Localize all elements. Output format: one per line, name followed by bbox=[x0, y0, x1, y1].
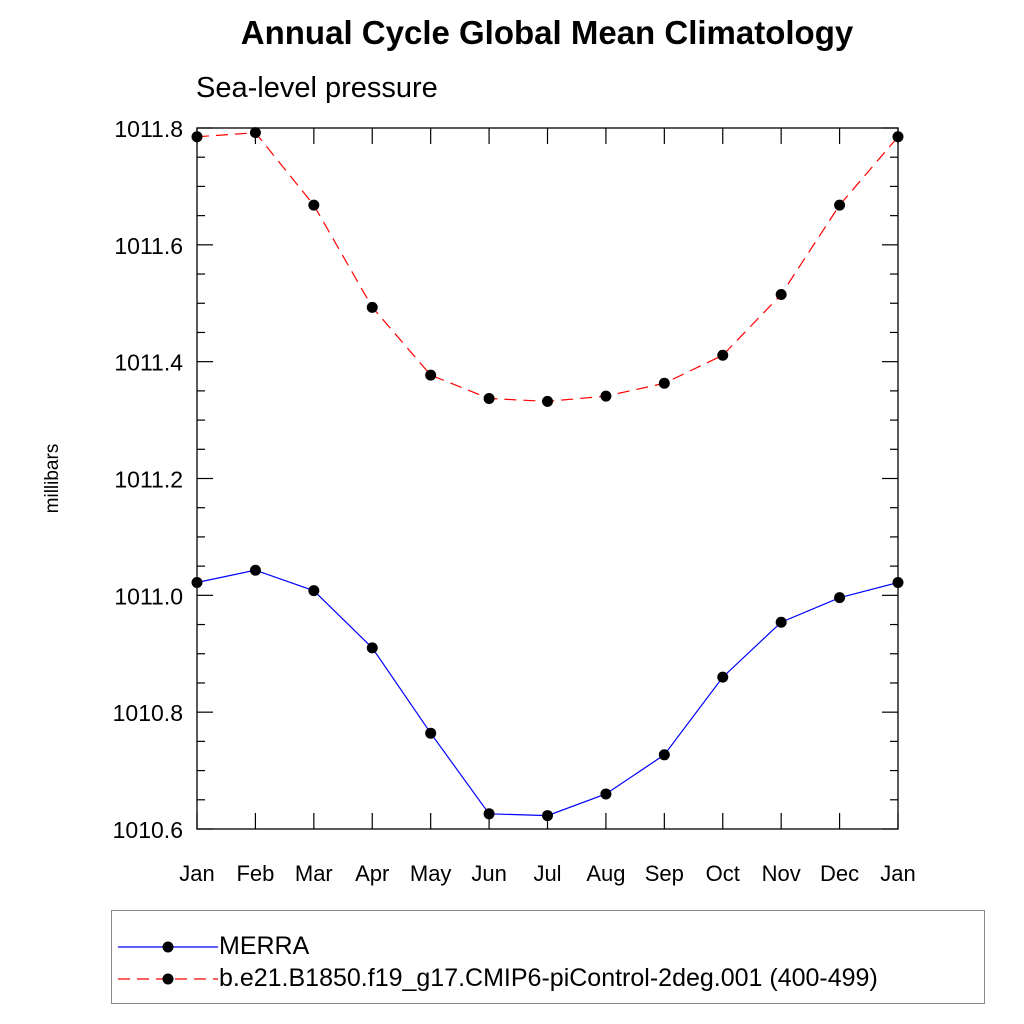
x-tick-label: Apr bbox=[355, 861, 389, 886]
data-point-model bbox=[600, 390, 612, 402]
x-tick-label: Sep bbox=[645, 861, 684, 886]
x-tick-label: Jan bbox=[880, 861, 915, 886]
y-tick-label: 1011.8 bbox=[114, 116, 183, 142]
chart-title: Annual Cycle Global Mean Climatology bbox=[240, 14, 854, 51]
legend-item-model: b.e21.B1850.f19_g17.CMIP6-piControl-2deg… bbox=[112, 959, 984, 999]
data-point-model bbox=[366, 301, 378, 313]
x-tick-label: Feb bbox=[236, 861, 274, 886]
x-tick-label: Oct bbox=[706, 861, 740, 886]
data-point-merra bbox=[483, 808, 495, 820]
data-point-merra bbox=[834, 592, 846, 604]
data-point-merra bbox=[249, 564, 261, 576]
data-point-merra bbox=[366, 642, 378, 654]
legend-swatch-merra bbox=[118, 941, 218, 953]
data-point-merra bbox=[717, 671, 729, 683]
data-point-model bbox=[717, 349, 729, 361]
y-axis-label: millibars bbox=[42, 444, 63, 514]
data-point-model bbox=[308, 199, 320, 211]
y-tick-label: 1011.4 bbox=[114, 350, 183, 376]
data-point-merra bbox=[658, 749, 670, 761]
plot-frame bbox=[196, 127, 899, 830]
data-point-merra bbox=[600, 788, 612, 800]
data-point-model bbox=[483, 392, 495, 404]
data-point-model bbox=[834, 199, 846, 211]
x-tick-label: Dec bbox=[820, 861, 859, 886]
y-tick-label: 1010.8 bbox=[113, 700, 183, 726]
series-line-merra bbox=[196, 569, 899, 817]
legend-swatch-model bbox=[118, 973, 218, 985]
legend-item-merra: MERRA bbox=[112, 927, 984, 967]
data-point-merra bbox=[308, 585, 320, 597]
y-tick-label: 1011.6 bbox=[114, 233, 183, 259]
x-tick-label: Jan bbox=[179, 861, 214, 886]
y-tick-label: 1011.0 bbox=[114, 583, 183, 609]
series-line-model bbox=[196, 132, 899, 403]
data-point-model bbox=[249, 127, 261, 139]
x-tick-label: Jul bbox=[533, 861, 561, 886]
legend-label-model: b.e21.B1850.f19_g17.CMIP6-piControl-2deg… bbox=[219, 964, 878, 992]
data-point-model bbox=[892, 131, 904, 143]
data-point-merra bbox=[425, 727, 437, 739]
x-tick-label: Jun bbox=[471, 861, 506, 886]
data-point-merra bbox=[892, 576, 904, 588]
data-point-merra bbox=[191, 576, 203, 588]
data-point-model bbox=[775, 288, 787, 300]
data-point-model bbox=[542, 395, 553, 407]
legend: MERRA b.e21.B1850.f19_g17.CMIP6-piContro… bbox=[111, 910, 985, 1004]
y-tick-label: 1011.2 bbox=[114, 467, 183, 493]
data-point-merra bbox=[542, 810, 553, 822]
x-tick-label: Mar bbox=[295, 861, 333, 886]
x-tick-label: Nov bbox=[762, 861, 801, 886]
x-tick-label: Aug bbox=[586, 861, 625, 886]
data-point-model bbox=[191, 131, 203, 143]
chart-subtitle: Sea-level pressure bbox=[196, 72, 438, 104]
data-point-merra bbox=[775, 616, 787, 628]
x-tick-label: May bbox=[410, 861, 452, 886]
data-point-model bbox=[425, 369, 437, 381]
data-point-model bbox=[658, 377, 670, 389]
legend-label-merra: MERRA bbox=[219, 932, 310, 960]
y-tick-label: 1010.6 bbox=[113, 817, 183, 843]
